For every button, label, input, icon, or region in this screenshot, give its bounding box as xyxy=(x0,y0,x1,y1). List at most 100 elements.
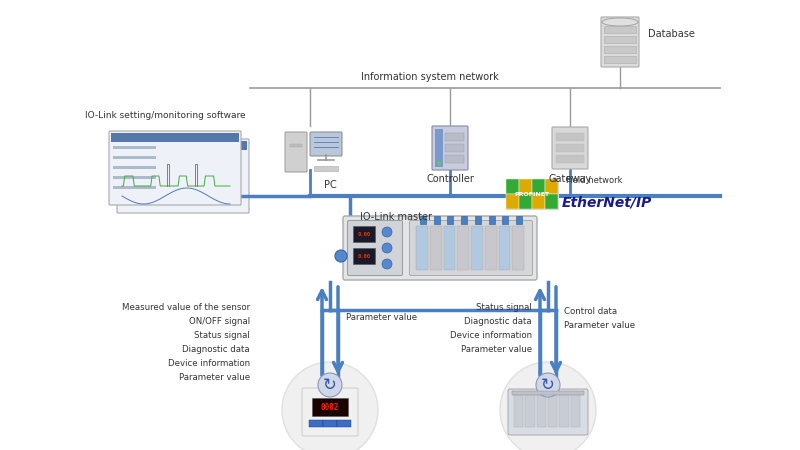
FancyBboxPatch shape xyxy=(347,220,402,275)
Text: ON/OFF signal: ON/OFF signal xyxy=(189,318,250,327)
FancyBboxPatch shape xyxy=(310,132,342,156)
Bar xyxy=(506,179,558,209)
Text: Status signal: Status signal xyxy=(476,303,532,312)
FancyBboxPatch shape xyxy=(302,388,358,436)
Bar xyxy=(461,216,467,224)
FancyBboxPatch shape xyxy=(117,139,249,213)
Bar xyxy=(514,395,523,427)
Bar xyxy=(312,398,348,416)
Bar xyxy=(532,194,545,209)
Circle shape xyxy=(382,259,392,269)
Bar xyxy=(604,56,636,63)
Text: Control data: Control data xyxy=(564,307,617,316)
Bar xyxy=(532,179,545,194)
Bar xyxy=(519,194,532,209)
Bar xyxy=(512,391,584,395)
Bar xyxy=(471,226,482,270)
Bar xyxy=(498,226,510,270)
Bar xyxy=(489,216,494,224)
Bar xyxy=(445,155,464,163)
Bar xyxy=(506,194,519,209)
Bar xyxy=(604,46,636,53)
Text: PC: PC xyxy=(324,180,336,190)
Bar xyxy=(545,179,558,194)
Bar xyxy=(545,194,558,209)
Text: Status signal: Status signal xyxy=(194,332,250,341)
Text: 0.00: 0.00 xyxy=(358,253,370,258)
Bar xyxy=(121,164,164,167)
Text: PROFINET: PROFINET xyxy=(514,192,550,197)
Circle shape xyxy=(282,362,378,450)
Bar xyxy=(121,174,164,177)
Text: IO-Link master: IO-Link master xyxy=(360,212,432,222)
Text: ®: ® xyxy=(551,178,557,183)
Text: 0002: 0002 xyxy=(321,402,339,411)
Bar xyxy=(290,144,302,147)
Circle shape xyxy=(335,250,347,262)
Text: Measured value of the sensor: Measured value of the sensor xyxy=(122,303,250,312)
Bar xyxy=(121,154,164,157)
Bar xyxy=(512,226,524,270)
Text: Diagnostic data: Diagnostic data xyxy=(464,318,532,327)
Text: Device information: Device information xyxy=(168,360,250,369)
Text: IO-Link setting/monitoring software: IO-Link setting/monitoring software xyxy=(85,111,246,120)
Circle shape xyxy=(318,373,342,397)
Text: 0.00: 0.00 xyxy=(358,231,370,237)
Circle shape xyxy=(437,161,441,165)
Text: Database: Database xyxy=(648,29,695,39)
Text: Parameter value: Parameter value xyxy=(179,374,250,382)
Bar xyxy=(556,144,584,152)
Bar xyxy=(113,166,156,169)
Bar xyxy=(420,216,426,224)
Bar xyxy=(458,226,469,270)
Bar xyxy=(519,179,532,194)
Text: EtherNet/IP: EtherNet/IP xyxy=(562,195,652,209)
Circle shape xyxy=(500,362,596,450)
Bar xyxy=(559,395,569,427)
FancyBboxPatch shape xyxy=(552,127,588,169)
Text: ↻: ↻ xyxy=(541,376,555,394)
Bar xyxy=(113,176,156,179)
Bar xyxy=(434,216,440,224)
Bar xyxy=(516,216,522,224)
Bar xyxy=(506,179,519,194)
Bar xyxy=(475,216,481,224)
Bar xyxy=(604,26,636,33)
Bar xyxy=(430,226,442,270)
Bar xyxy=(556,155,584,163)
Bar xyxy=(447,216,454,224)
Bar xyxy=(485,226,497,270)
Text: Diagnostic data: Diagnostic data xyxy=(182,346,250,355)
Bar xyxy=(113,146,156,149)
Bar xyxy=(314,166,338,171)
Bar xyxy=(445,144,464,152)
Bar xyxy=(537,395,546,427)
Ellipse shape xyxy=(602,18,638,26)
Circle shape xyxy=(382,243,392,253)
Bar xyxy=(121,194,164,197)
FancyBboxPatch shape xyxy=(508,389,588,435)
Bar xyxy=(323,420,337,427)
FancyBboxPatch shape xyxy=(410,220,533,275)
Bar xyxy=(526,395,534,427)
Text: ↻: ↻ xyxy=(323,376,337,394)
Bar xyxy=(435,129,443,167)
Bar xyxy=(353,226,375,242)
FancyBboxPatch shape xyxy=(601,17,639,67)
Text: Gateway: Gateway xyxy=(549,174,591,184)
Text: Information system network: Information system network xyxy=(361,72,499,82)
Bar xyxy=(445,133,464,141)
FancyBboxPatch shape xyxy=(109,131,241,205)
Bar xyxy=(353,248,375,264)
Bar xyxy=(556,133,584,141)
Text: Parameter value: Parameter value xyxy=(564,321,635,330)
Bar xyxy=(604,36,636,43)
Bar xyxy=(337,420,351,427)
Bar xyxy=(113,186,156,189)
Bar xyxy=(548,395,558,427)
Bar xyxy=(111,133,239,142)
Bar xyxy=(416,226,428,270)
FancyBboxPatch shape xyxy=(285,132,307,172)
Bar xyxy=(309,420,323,427)
Circle shape xyxy=(536,373,560,397)
